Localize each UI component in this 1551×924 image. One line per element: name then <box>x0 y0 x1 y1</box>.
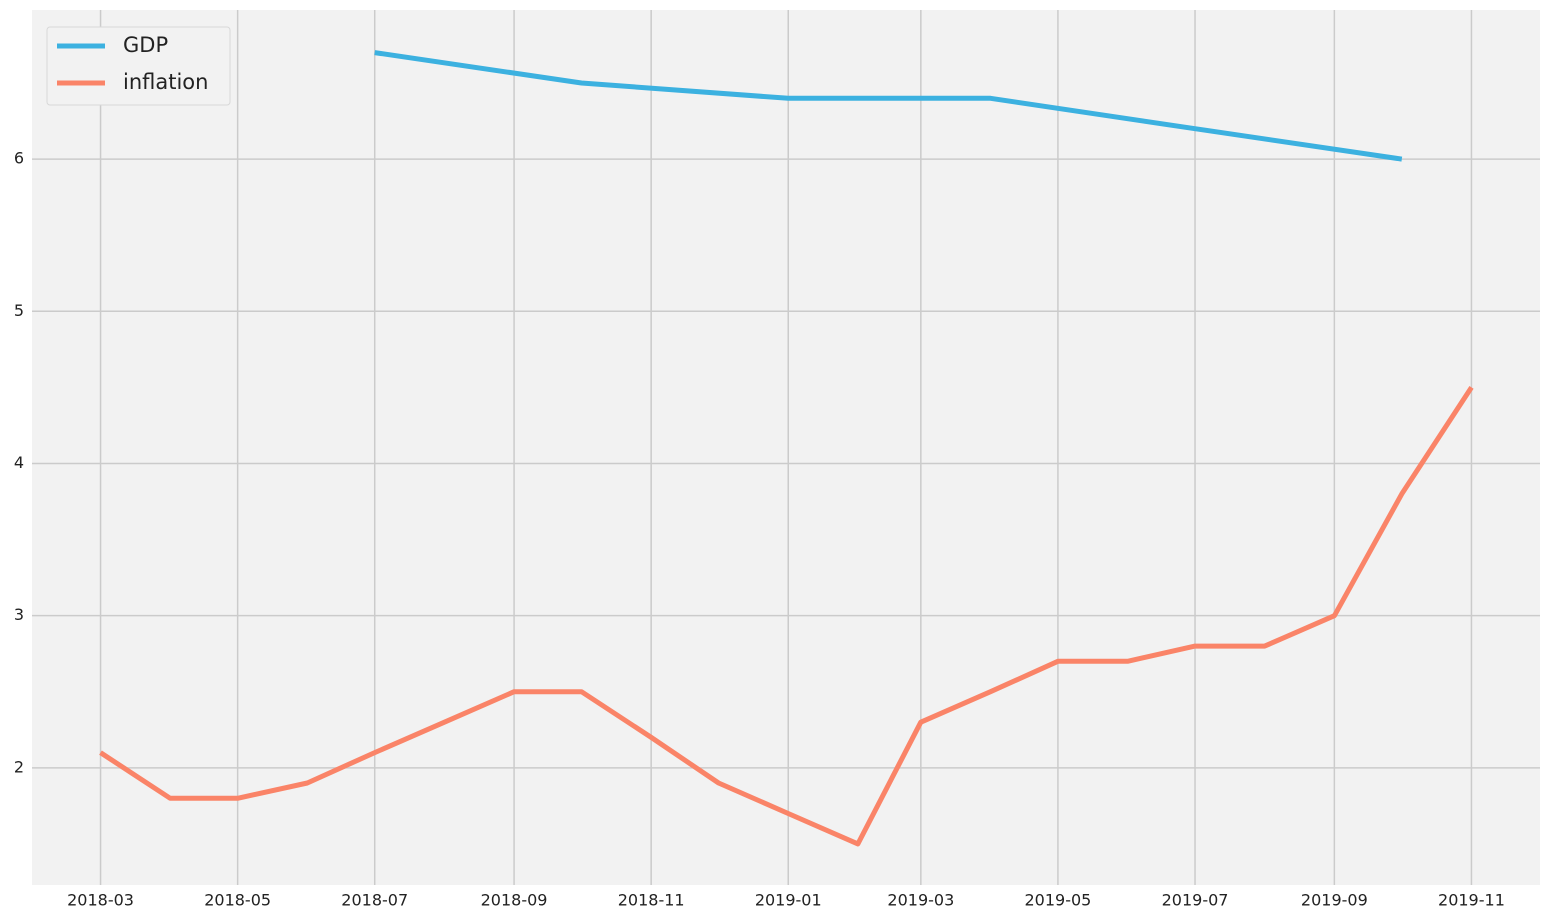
x-tick-label: 2019-11 <box>1438 891 1505 910</box>
x-tick-label: 2018-09 <box>481 891 548 910</box>
legend-label: inflation <box>123 70 208 94</box>
x-tick-label: 2018-05 <box>204 891 271 910</box>
y-tick-label: 3 <box>14 605 24 624</box>
x-tick-label: 2019-01 <box>755 891 822 910</box>
series-line <box>99 386 1474 847</box>
legend-label: GDP <box>123 33 168 57</box>
x-tick-label: 2019-05 <box>1025 891 1092 910</box>
y-tick-label: 5 <box>14 301 24 320</box>
x-tick-label: 2019-09 <box>1301 891 1368 910</box>
x-tick-label: 2018-03 <box>67 891 134 910</box>
grid <box>32 10 1540 885</box>
series-line <box>374 50 1403 162</box>
x-tick-label: 2019-03 <box>887 891 954 910</box>
plot-area <box>32 10 1540 885</box>
lines <box>99 50 1474 847</box>
y-tick-label: 4 <box>14 453 24 472</box>
labels: 2018-03 2018-05 2018-07 2018-09 2018-11 2019-… <box>14 149 1505 910</box>
x-tick-label: 2019-07 <box>1162 891 1229 910</box>
legend: GDP inflation <box>46 26 231 106</box>
x-tick-label: 2018-07 <box>341 891 408 910</box>
x-tick-label: 2018-11 <box>618 891 685 910</box>
y-tick-label: 2 <box>14 757 24 776</box>
y-tick-label: 6 <box>14 149 24 168</box>
